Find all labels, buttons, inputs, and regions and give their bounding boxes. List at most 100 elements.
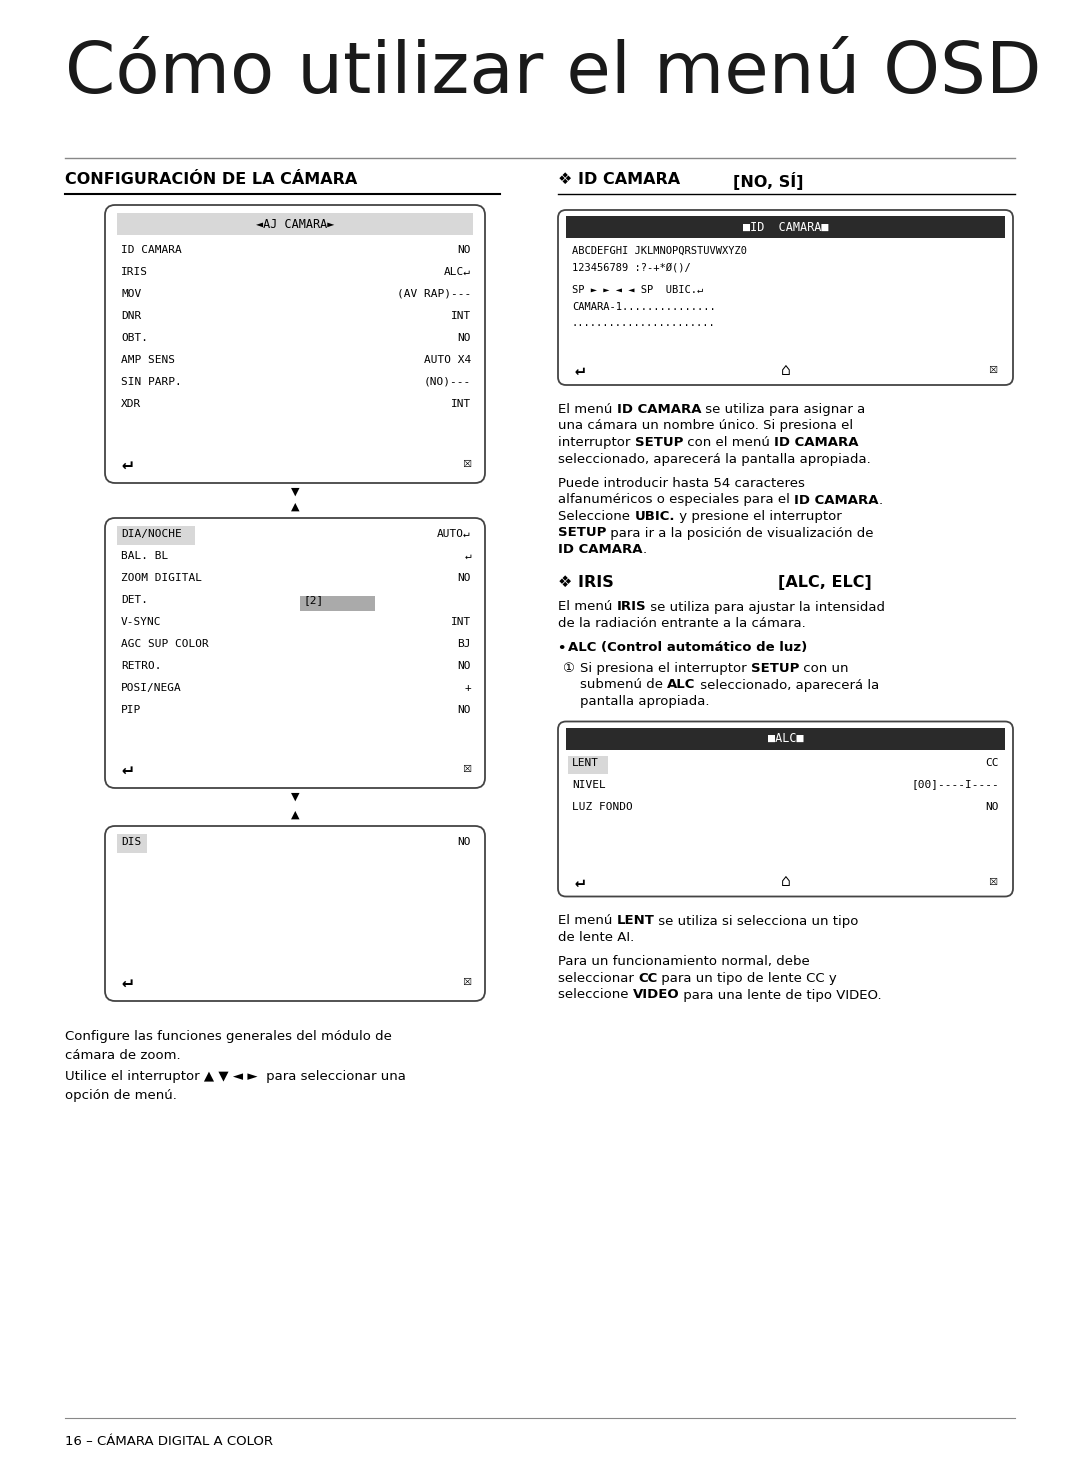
Text: ⌂: ⌂: [781, 362, 791, 379]
Text: Cómo utilizar el menú OSD: Cómo utilizar el menú OSD: [65, 38, 1041, 108]
Text: pantalla apropiada.: pantalla apropiada.: [580, 695, 710, 708]
FancyBboxPatch shape: [105, 827, 485, 1001]
Text: ID CAMARA: ID CAMARA: [121, 245, 181, 255]
Bar: [300, 596, 375, 611]
Text: .......................: .......................: [572, 317, 716, 328]
Text: VIDEO: VIDEO: [633, 989, 679, 1002]
Text: ↵: ↵: [121, 455, 132, 472]
Text: NO: NO: [458, 661, 471, 672]
Text: SIN PARP.: SIN PARP.: [121, 376, 181, 387]
Text: [NO, SÍ]: [NO, SÍ]: [733, 173, 804, 190]
Text: Si presiona el interruptor: Si presiona el interruptor: [580, 663, 751, 675]
Text: NO: NO: [986, 801, 999, 812]
Text: seleccionado, aparecerá la: seleccionado, aparecerá la: [696, 679, 879, 691]
FancyBboxPatch shape: [558, 210, 1013, 385]
Text: ↵: ↵: [121, 973, 132, 990]
Text: OBT.: OBT.: [121, 334, 148, 342]
Text: SETUP: SETUP: [558, 527, 606, 540]
Text: alfanuméricos o especiales para el: alfanuméricos o especiales para el: [558, 493, 794, 506]
Text: NO: NO: [458, 245, 471, 255]
Text: POSI/NEGA: POSI/NEGA: [121, 683, 181, 694]
Text: con un: con un: [799, 663, 849, 675]
Text: AUTO↵: AUTO↵: [437, 528, 471, 539]
Text: de lente AI.: de lente AI.: [558, 931, 634, 945]
Text: SP ► ► ◄ ◄ SP  UBIC.↵: SP ► ► ◄ ◄ SP UBIC.↵: [572, 285, 703, 295]
Text: DNR: DNR: [121, 311, 141, 320]
Text: PIP: PIP: [121, 706, 141, 714]
Text: 16 – CÁMARA DIGITAL A COLOR: 16 – CÁMARA DIGITAL A COLOR: [65, 1435, 273, 1448]
Text: DIS: DIS: [121, 837, 141, 847]
Text: INT: INT: [450, 399, 471, 409]
Text: DET.: DET.: [121, 595, 148, 605]
Text: interruptor: interruptor: [558, 435, 635, 449]
Text: (NO)---: (NO)---: [423, 376, 471, 387]
Text: INT: INT: [450, 617, 471, 627]
Text: AGC SUP COLOR: AGC SUP COLOR: [121, 639, 208, 649]
Text: ABCDEFGHI JKLMNOPQRSTUVWXYZ0: ABCDEFGHI JKLMNOPQRSTUVWXYZ0: [572, 246, 747, 255]
Text: +: +: [464, 683, 471, 694]
Text: El menú: El menú: [558, 915, 617, 927]
Text: y presione el interruptor: y presione el interruptor: [675, 511, 841, 523]
Text: ⌂: ⌂: [781, 872, 791, 890]
Text: CONFIGURACIÓN DE LA CÁMARA: CONFIGURACIÓN DE LA CÁMARA: [65, 173, 357, 187]
Text: seleccionar: seleccionar: [558, 973, 638, 984]
Text: UBIC.: UBIC.: [634, 511, 675, 523]
Text: ①: ①: [562, 663, 573, 675]
Text: ❖ ID CAMARA: ❖ ID CAMARA: [558, 173, 680, 187]
Bar: [566, 728, 1005, 750]
Text: [00]----I----: [00]----I----: [912, 779, 999, 790]
Text: DIA/NOCHE: DIA/NOCHE: [121, 528, 181, 539]
Text: El menú: El menú: [558, 601, 617, 614]
Text: .: .: [643, 543, 647, 556]
Text: para una lente de tipo VIDEO.: para una lente de tipo VIDEO.: [679, 989, 882, 1002]
Text: ☒: ☒: [988, 362, 997, 376]
Text: ID CAMARA: ID CAMARA: [617, 403, 701, 416]
Text: ☒: ☒: [462, 973, 471, 987]
Text: con el menú: con el menú: [683, 435, 774, 449]
Text: submenú de: submenú de: [580, 679, 667, 691]
Text: ▼: ▼: [291, 487, 299, 497]
Text: Puede introducir hasta 54 caracteres: Puede introducir hasta 54 caracteres: [558, 477, 805, 490]
Text: para ir a la posición de visualización de: para ir a la posición de visualización d…: [606, 527, 874, 540]
Text: ZOOM DIGITAL: ZOOM DIGITAL: [121, 573, 202, 583]
Text: ↵: ↵: [573, 362, 584, 379]
Text: ☒: ☒: [988, 872, 997, 887]
Text: Para un funcionamiento normal, debe: Para un funcionamiento normal, debe: [558, 955, 810, 968]
Text: NO: NO: [458, 334, 471, 342]
Bar: [117, 834, 147, 853]
Text: ↵: ↵: [464, 551, 471, 561]
Text: NO: NO: [458, 837, 471, 847]
Text: Seleccione: Seleccione: [558, 511, 634, 523]
Text: [ALC, ELC]: [ALC, ELC]: [778, 574, 872, 589]
Text: ☒: ☒: [462, 455, 471, 469]
Text: ALC: ALC: [667, 679, 696, 691]
Text: ID CAMARA: ID CAMARA: [774, 435, 859, 449]
Bar: [568, 756, 608, 773]
Text: IRIS: IRIS: [617, 601, 646, 614]
Text: El menú: El menú: [558, 403, 617, 416]
Text: ID CAMARA: ID CAMARA: [558, 543, 643, 556]
Text: XDR: XDR: [121, 399, 141, 409]
Text: [2]: [2]: [303, 595, 323, 605]
Text: NO: NO: [458, 706, 471, 714]
Text: SETUP: SETUP: [635, 435, 683, 449]
Bar: [117, 525, 195, 545]
Text: BAL. BL: BAL. BL: [121, 551, 168, 561]
Text: SETUP: SETUP: [751, 663, 799, 675]
Text: seleccionado, aparecerá la pantalla apropiada.: seleccionado, aparecerá la pantalla apro…: [558, 453, 870, 465]
Text: IRIS: IRIS: [121, 267, 148, 277]
Text: MOV: MOV: [121, 289, 141, 300]
Text: BJ: BJ: [458, 639, 471, 649]
Text: ■ALC■: ■ALC■: [768, 732, 804, 745]
Text: V-SYNC: V-SYNC: [121, 617, 162, 627]
Text: ▼: ▼: [291, 793, 299, 801]
Text: Configure las funciones generales del módulo de
cámara de zoom.: Configure las funciones generales del mó…: [65, 1030, 392, 1063]
Text: CC: CC: [986, 757, 999, 768]
Text: RETRO.: RETRO.: [121, 661, 162, 672]
Text: AUTO X4: AUTO X4: [423, 356, 471, 365]
Text: se utiliza para ajustar la intensidad: se utiliza para ajustar la intensidad: [646, 601, 886, 614]
Text: se utiliza si selecciona un tipo: se utiliza si selecciona un tipo: [654, 915, 859, 927]
Text: LUZ FONDO: LUZ FONDO: [572, 801, 633, 812]
Text: para un tipo de lente CC y: para un tipo de lente CC y: [658, 973, 837, 984]
Text: ◄AJ CAMARA►: ◄AJ CAMARA►: [256, 217, 334, 230]
